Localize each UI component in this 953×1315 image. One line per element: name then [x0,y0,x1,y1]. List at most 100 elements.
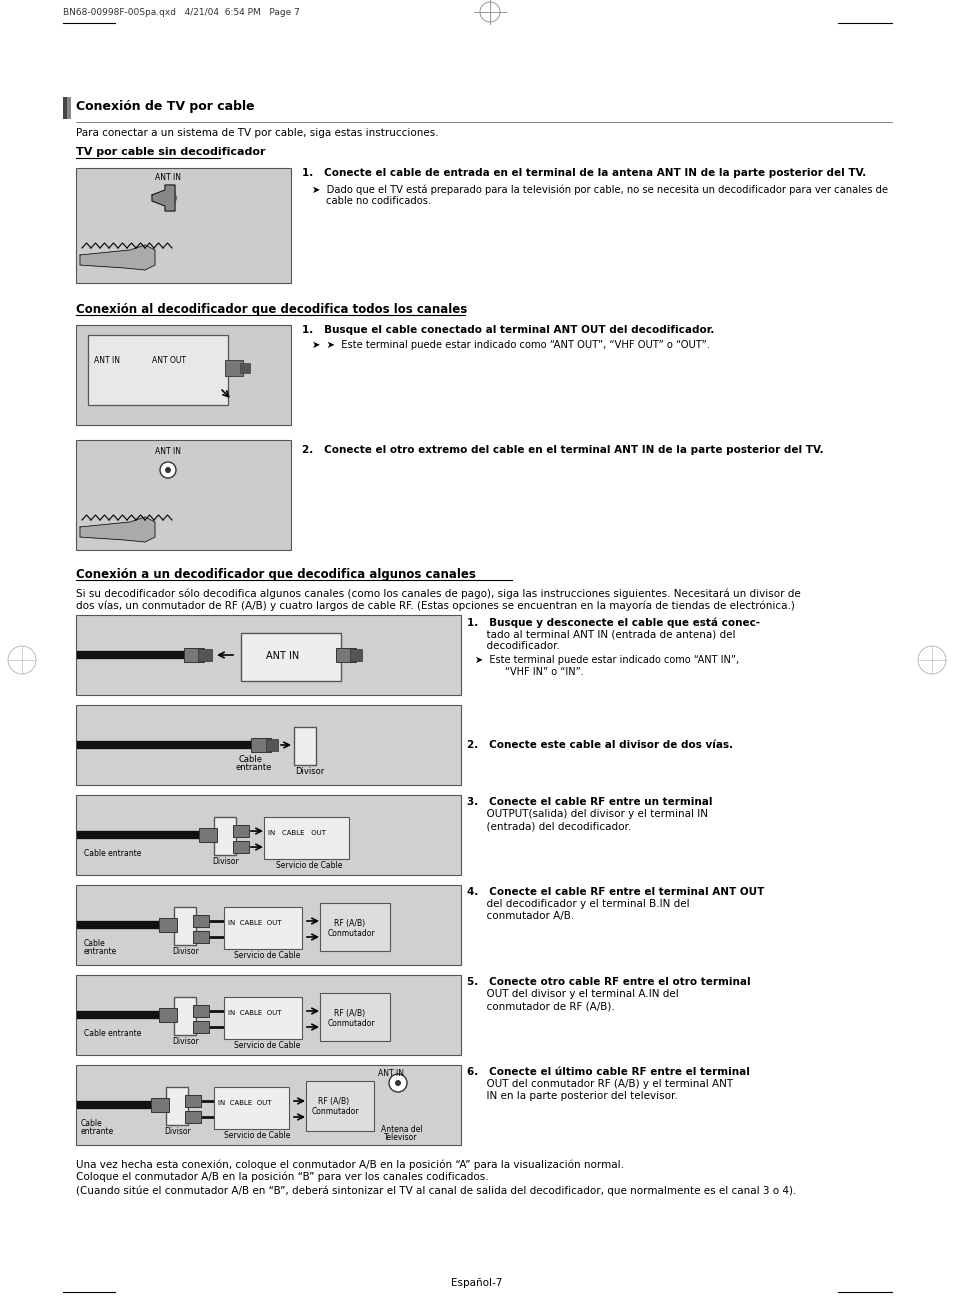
Bar [266,739,277,751]
Text: IN  CABLE  OUT: IN CABLE OUT [228,1010,281,1016]
Text: Cable: Cable [81,1119,103,1128]
Bar [199,828,216,842]
Text: (entrada) del decodificador.: (entrada) del decodificador. [467,821,631,831]
Bar [184,648,204,661]
Bar [233,842,249,853]
Bar [225,360,243,376]
Text: 5.   Conecte otro cable RF entre el otro terminal: 5. Conecte otro cable RF entre el otro t… [467,977,750,988]
Text: IN   CABLE   OUT: IN CABLE OUT [268,830,326,836]
Text: 3.   Conecte el cable RF entre un terminal: 3. Conecte el cable RF entre un terminal [467,797,712,807]
Text: BN68-00998F-00Spa.qxd   4/21/04  6:54 PM   Page 7: BN68-00998F-00Spa.qxd 4/21/04 6:54 PM Pa… [63,8,299,17]
Bar [76,885,460,965]
Text: RF (A/B): RF (A/B) [334,1009,365,1018]
Bar [88,335,228,405]
Bar [193,915,209,927]
Bar [76,705,460,785]
Text: Divisor: Divisor [212,857,238,867]
Text: RF (A/B): RF (A/B) [317,1097,349,1106]
Text: 2.   Conecte este cable al divisor de dos vías.: 2. Conecte este cable al divisor de dos … [467,740,732,750]
Text: 1.   Busque y desconecte el cable que está conec-: 1. Busque y desconecte el cable que está… [467,617,760,627]
Text: Televisor: Televisor [384,1134,417,1141]
Text: ANT IN: ANT IN [154,447,181,456]
Bar [76,441,291,550]
Text: conmutador A/B.: conmutador A/B. [467,911,574,920]
Text: Divisor: Divisor [164,1127,191,1136]
Text: tado al terminal ANT IN (entrada de antena) del: tado al terminal ANT IN (entrada de ante… [467,629,735,639]
Bar [67,97,71,118]
Bar [213,1088,289,1130]
Text: IN en la parte posterior del televisor.: IN en la parte posterior del televisor. [467,1091,677,1101]
Text: Conexión al decodificador que decodifica todos los canales: Conexión al decodificador que decodifica… [76,302,467,316]
Circle shape [165,195,171,201]
Text: Divisor: Divisor [172,947,198,956]
Bar [224,907,302,949]
Bar [173,907,195,945]
Polygon shape [152,185,174,210]
Polygon shape [80,517,154,542]
Text: 2.   Conecte el otro extremo del cable en el terminal ANT IN de la parte posteri: 2. Conecte el otro extremo del cable en … [302,444,822,455]
Text: Cable: Cable [84,939,106,948]
Text: ANT OUT: ANT OUT [152,356,186,366]
Circle shape [389,1074,407,1091]
Text: entrante: entrante [81,1127,114,1136]
Text: Conmutador: Conmutador [328,928,375,938]
Bar [241,633,340,681]
Bar [159,918,177,932]
Text: Español-7: Español-7 [451,1278,502,1287]
Text: “VHF IN” o “IN”.: “VHF IN” o “IN”. [482,667,583,677]
Bar [335,648,355,661]
Bar [193,1020,209,1034]
Circle shape [395,1080,400,1086]
Bar [76,325,291,425]
Text: Servicio de Cable: Servicio de Cable [233,951,300,960]
Text: Cable entrante: Cable entrante [84,849,141,857]
Bar [240,363,250,373]
Text: Servicio de Cable: Servicio de Cable [233,1041,300,1049]
Text: IN  CABLE  OUT: IN CABLE OUT [228,920,281,926]
Text: Servicio de Cable: Servicio de Cable [275,861,342,871]
Text: ANT IN: ANT IN [154,174,181,181]
Text: ANT IN: ANT IN [266,651,299,661]
Bar [76,796,460,874]
Bar [319,903,390,951]
Bar [76,168,291,283]
Polygon shape [80,245,154,270]
Text: Divisor: Divisor [172,1038,198,1045]
Circle shape [160,189,175,206]
Text: ➤  ➤  Este terminal puede estar indicado como “ANT OUT”, “VHF OUT” o “OUT”.: ➤ ➤ Este terminal puede estar indicado c… [312,341,709,350]
Text: RF (A/B): RF (A/B) [334,919,365,928]
Text: Conmutador: Conmutador [312,1107,359,1116]
Bar [233,825,249,838]
Bar [251,738,271,752]
Text: Coloque el conmutador A/B en la posición “B” para ver los canales codificados.: Coloque el conmutador A/B en la posición… [76,1172,488,1182]
Text: Conexión de TV por cable: Conexión de TV por cable [76,100,254,113]
Text: 4.   Conecte el cable RF entre el terminal ANT OUT: 4. Conecte el cable RF entre el terminal… [467,888,763,897]
Text: OUT del conmutador RF (A/B) y el terminal ANT: OUT del conmutador RF (A/B) y el termina… [467,1080,732,1089]
Bar [173,997,195,1035]
Bar [63,97,67,118]
Text: IN  CABLE  OUT: IN CABLE OUT [218,1101,272,1106]
Bar [185,1111,201,1123]
Text: conmutador de RF (A/B).: conmutador de RF (A/B). [467,1001,614,1011]
Text: OUT del divisor y el terminal A.IN del: OUT del divisor y el terminal A.IN del [467,989,678,999]
Text: entrante: entrante [84,947,117,956]
Text: ANT IN: ANT IN [377,1069,403,1078]
Text: Si su decodificador sólo decodifica algunos canales (como los canales de pago), : Si su decodificador sólo decodifica algu… [76,588,800,598]
Bar [264,817,349,859]
Text: 1.   Busque el cable conectado al terminal ANT OUT del decodificador.: 1. Busque el cable conectado al terminal… [302,325,714,335]
Text: Conexión a un decodificador que decodifica algunos canales: Conexión a un decodificador que decodifi… [76,568,476,581]
Bar [224,997,302,1039]
Circle shape [165,467,171,473]
Bar [185,1095,201,1107]
Text: Una vez hecha esta conexión, coloque el conmutador A/B en la posición “A” para l: Una vez hecha esta conexión, coloque el … [76,1159,623,1169]
Text: del decodificador y el terminal B.IN del: del decodificador y el terminal B.IN del [467,899,689,909]
Text: Servicio de Cable: Servicio de Cable [224,1131,290,1140]
Bar [319,993,390,1041]
Bar [294,727,315,765]
Circle shape [160,462,175,477]
Text: Cable: Cable [239,755,263,764]
Text: 6.   Conecte el último cable RF entre el terminal: 6. Conecte el último cable RF entre el t… [467,1066,749,1077]
Bar [76,974,460,1055]
Text: entrante: entrante [235,763,273,772]
Bar [76,1065,460,1145]
